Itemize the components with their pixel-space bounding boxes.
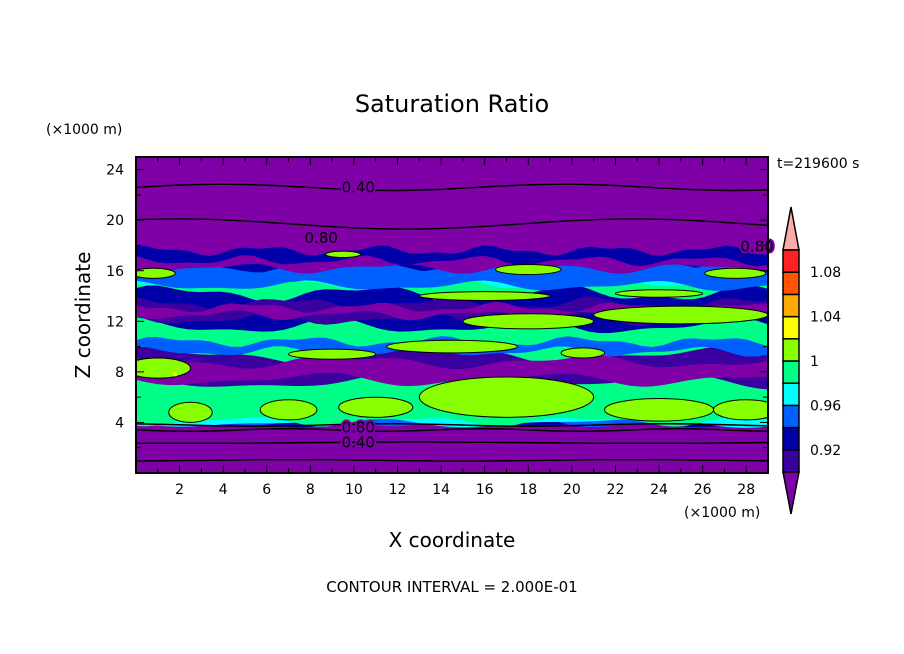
contour-line — [136, 428, 768, 433]
contour-line — [136, 458, 768, 462]
y-tick-label: 4 — [115, 415, 124, 431]
contour-line — [136, 422, 768, 427]
contour-blob-above-1 — [560, 347, 606, 359]
contour-blob-above-1 — [168, 401, 213, 423]
contour-label: 0.40 — [342, 434, 375, 452]
chart-title: Saturation Ratio — [355, 90, 549, 118]
contour-lines — [136, 183, 768, 462]
colorbar-tick-label: 1 — [810, 354, 819, 370]
footer-contour-interval: CONTOUR INTERVAL = 2.000E-01 — [326, 578, 577, 596]
contour-labels: 0.400.80 0.800.800.40 — [303, 176, 776, 453]
contour-label: 0.80 — [342, 418, 375, 436]
contour-blob-above-1 — [593, 305, 768, 325]
colorbar-swatch — [782, 293, 800, 318]
x-tick-label: 10 — [345, 482, 363, 498]
y-axis-label: Z coordinate — [71, 252, 95, 379]
colorbar-swatch — [782, 271, 800, 296]
contour-blob-above-1 — [462, 313, 595, 330]
x-units-label: (×1000 m) — [684, 505, 760, 521]
colorbar-tick-label: 0.92 — [810, 443, 841, 459]
x-tick-label: 4 — [219, 482, 228, 498]
contour-blob-above-1 — [338, 396, 414, 418]
contour-blob-above-1 — [604, 397, 715, 422]
contour-blob-above-1 — [136, 357, 191, 379]
x-tick-label: 6 — [262, 482, 271, 498]
colorbar-swatch — [782, 249, 800, 273]
x-tick-label: 18 — [519, 482, 537, 498]
x-tick-label: 20 — [563, 482, 581, 498]
contour-blob-above-1 — [325, 250, 361, 258]
y-tick-label: 24 — [106, 163, 124, 179]
x-tick-label: 24 — [650, 482, 668, 498]
y-units-label: (×1000 m) — [46, 122, 122, 138]
contour-label: 0.40 — [342, 178, 375, 196]
y-tick-label: 20 — [106, 213, 124, 229]
x-tick-label: 28 — [737, 482, 755, 498]
contour-blob-above-1 — [136, 267, 176, 279]
contour-label: 0.80 — [740, 238, 773, 256]
contour-blob-above-1 — [418, 376, 595, 418]
x-tick-label: 2 — [175, 482, 184, 498]
x-tick-label: 26 — [694, 482, 712, 498]
colorbar-swatch — [782, 315, 800, 340]
contour-blob-above-1 — [386, 339, 518, 354]
contour-blob-above-1 — [418, 291, 551, 301]
colorbar-swatch — [782, 404, 800, 429]
band-purple-mid — [136, 301, 768, 321]
contour-blob-above-1 — [288, 348, 377, 360]
colorbar-swatch — [782, 426, 800, 451]
x-axis-label: X coordinate — [389, 528, 516, 552]
contour-spot-yellow — [173, 372, 178, 377]
plot-frame — [135, 156, 769, 474]
contour-blob-above-1 — [704, 267, 767, 279]
band-purple-low — [136, 355, 768, 387]
y-tick-label: 16 — [106, 264, 124, 280]
colorbar-swatch — [782, 449, 800, 473]
x-tick-label: 12 — [389, 482, 407, 498]
colorbar-swatch — [782, 338, 800, 362]
colorbar-swatch — [782, 360, 800, 384]
contour-line — [136, 183, 768, 192]
contour-line — [136, 441, 768, 445]
contour-blob-above-1 — [614, 289, 704, 298]
x-tick-label: 16 — [476, 482, 494, 498]
x-tick-label: 14 — [432, 482, 450, 498]
colorbar-under-triangle — [782, 471, 800, 515]
contour-line — [136, 218, 768, 230]
contour-label: 0.80 — [305, 229, 338, 247]
colorbar-tick-label: 0.96 — [810, 398, 841, 414]
y-tick-label: 12 — [106, 314, 124, 330]
colorbar-tick-label: 1.04 — [810, 310, 841, 326]
x-tick-label: 22 — [607, 482, 625, 498]
contour-fill — [136, 157, 768, 473]
contour-blob-above-1 — [259, 399, 318, 421]
colorbar-over-triangle — [782, 206, 800, 251]
colorbar-tick-label: 1.08 — [810, 265, 841, 281]
colorbar: 1.08 1.04 1 0.96 0.92 — [782, 206, 841, 515]
contour-blob-above-1 — [713, 399, 768, 421]
contour-blob-above-1 — [495, 263, 562, 276]
time-label: t=219600 s — [777, 156, 859, 172]
colorbar-swatch — [782, 382, 800, 407]
y-tick-label: 8 — [115, 365, 124, 381]
x-tick-label: 8 — [306, 482, 315, 498]
band-dark-blue-top — [136, 245, 768, 267]
